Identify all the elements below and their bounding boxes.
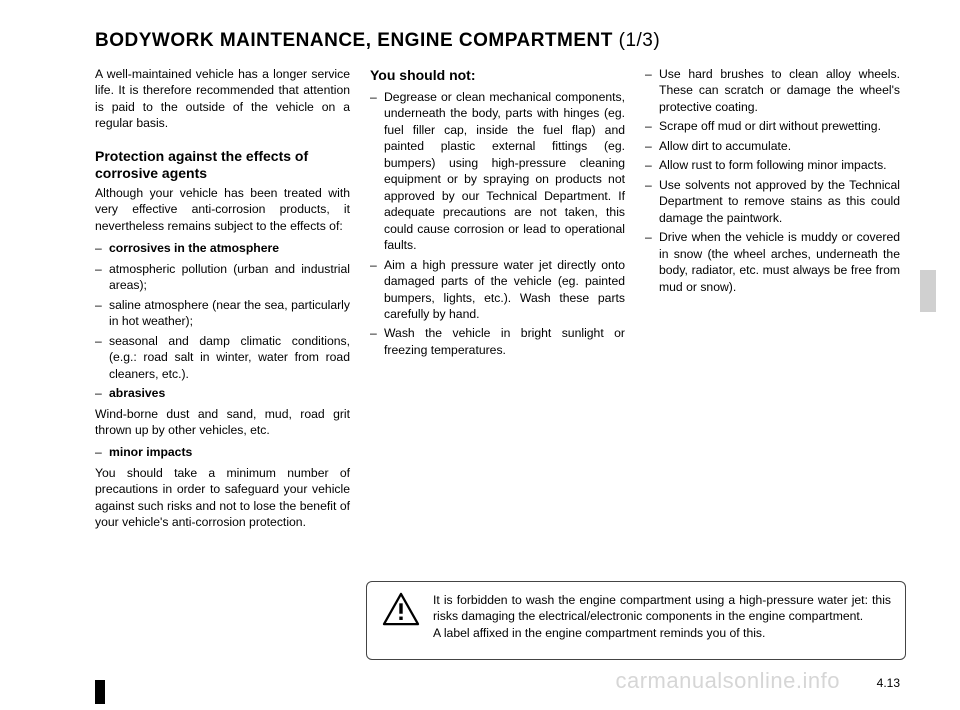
not-drive-muddy: Drive when the vehicle is muddy or cover… [645,229,900,295]
crop-mark [95,680,105,704]
warning-text: It is forbidden to wash the engine compa… [433,592,891,641]
warning-line-2: A label affixed in the engine compartmen… [433,625,891,641]
effects-item-abrasives: abrasives [95,385,350,401]
corrosives-sublist: atmospheric pollution (urban and industr… [95,261,350,382]
effects-item-impacts: minor impacts [95,444,350,460]
not-rust: Allow rust to form following minor impac… [645,157,900,173]
effects-list-3: minor impacts [95,444,350,460]
not-accumulate: Allow dirt to accumulate. [645,138,900,154]
title-text: BODYWORK MAINTENANCE, ENGINE COMPARTMENT [95,30,613,51]
not-scrape: Scrape off mud or dirt without prewettin… [645,118,900,134]
manual-page: BODYWORK MAINTENANCE, ENGINE COMPARTMENT… [0,0,960,710]
abrasives-label: abrasives [109,386,165,400]
warning-line-1: It is forbidden to wash the engine compa… [433,592,891,625]
column-2: You should not: Degrease or clean mechan… [370,66,625,537]
content-columns: A well-maintained vehicle has a longer s… [95,66,900,537]
sub-pollution: atmospheric pollution (urban and industr… [95,261,350,294]
column-1: A well-maintained vehicle has a longer s… [95,66,350,537]
watermark-text: carmanualsonline.info [615,668,840,694]
warning-triangle-icon [381,592,421,641]
warning-box: It is forbidden to wash the engine compa… [366,581,906,660]
not-degrease: Degrease or clean mechanical components,… [370,89,625,254]
should-not-list-a: Degrease or clean mechanical components,… [370,89,625,359]
page-title: BODYWORK MAINTENANCE, ENGINE COMPARTMENT… [95,30,900,52]
not-aim-jet: Aim a high pressure water jet directly o… [370,257,625,323]
protection-para: Although your vehicle has been treated w… [95,185,350,234]
corrosives-label: corrosives in the atmosphere [109,241,279,255]
not-solvents: Use solvents not approved by the Technic… [645,177,900,226]
impacts-text: You should take a minimum number of prec… [95,465,350,531]
effects-list-2: abrasives [95,385,350,401]
title-suffix: (1/3) [613,30,660,51]
not-hard-brushes: Use hard brushes to clean alloy wheels. … [645,66,900,115]
sub-saline: saline atmosphere (near the sea, particu… [95,297,350,330]
should-not-list-b: Use hard brushes to clean alloy wheels. … [645,66,900,295]
intro-paragraph: A well-maintained vehicle has a longer s… [95,66,350,132]
abrasives-text: Wind-borne dust and sand, mud, road grit… [95,406,350,439]
impacts-label: minor impacts [109,445,192,459]
chapter-tab [920,270,936,312]
column-3: Use hard brushes to clean alloy wheels. … [645,66,900,537]
should-not-heading: You should not: [370,66,625,85]
protection-heading: Protection against the effects of corros… [95,148,350,183]
page-number: 4.13 [877,676,900,690]
effects-item-corrosives: corrosives in the atmosphere [95,240,350,256]
sub-seasonal: seasonal and damp climatic conditions, (… [95,333,350,382]
effects-list: corrosives in the atmosphere [95,240,350,256]
not-wash-sunlight: Wash the vehicle in bright sunlight or f… [370,325,625,358]
